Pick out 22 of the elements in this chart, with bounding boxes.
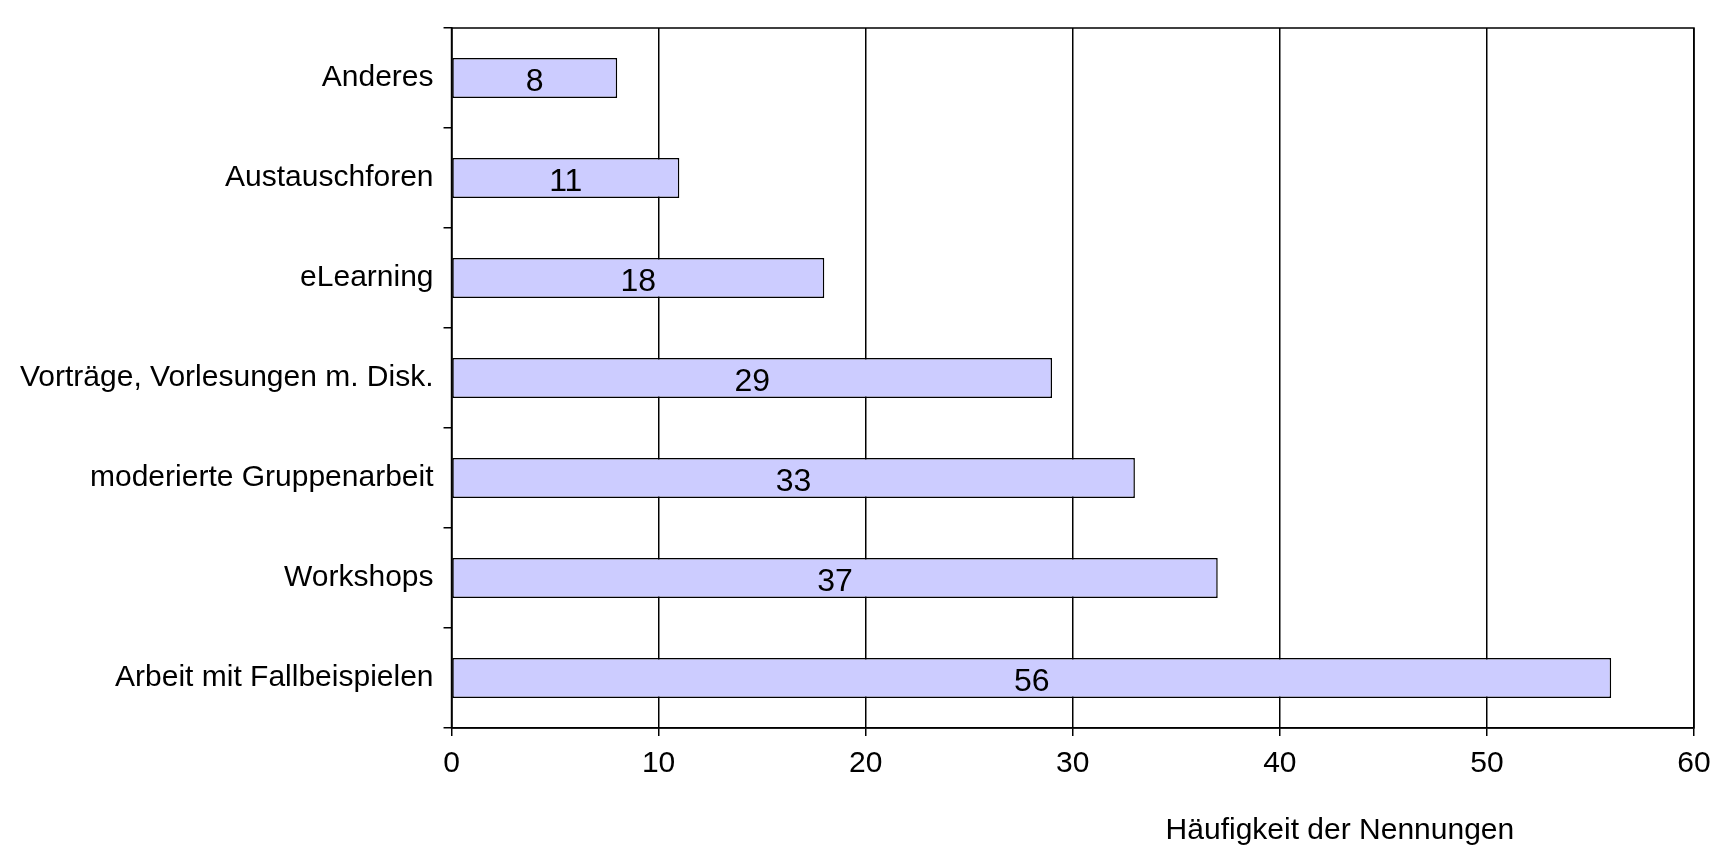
y-tick-label: Workshops <box>284 559 434 593</box>
x-tick-label: 20 <box>849 745 883 779</box>
y-tick-label: eLearning <box>300 259 434 293</box>
data-label: 11 <box>549 161 583 198</box>
data-label: 8 <box>525 61 544 98</box>
x-tick-label: 30 <box>1056 745 1090 779</box>
data-label: 56 <box>1013 661 1050 698</box>
y-tick-label: moderierte Gruppenarbeit <box>90 459 435 493</box>
data-label: 18 <box>620 261 657 298</box>
y-tick-label: Anderes <box>321 59 434 93</box>
data-label: 33 <box>775 461 812 498</box>
x-tick-label: 50 <box>1470 745 1504 779</box>
x-tick-label: 60 <box>1677 745 1711 779</box>
y-tick-label: Vorträge, Vorlesungen m. Disk. <box>19 359 434 393</box>
y-tick-label: Arbeit mit Fallbeispielen <box>115 659 434 693</box>
x-tick-label: 10 <box>641 745 676 779</box>
x-tick-label: 0 <box>443 745 460 779</box>
y-tick-label: Austauschforen <box>225 159 434 193</box>
x-tick-label: 40 <box>1263 745 1297 779</box>
data-label: 37 <box>817 561 853 598</box>
data-label: 29 <box>734 361 770 398</box>
x-axis-title: Häufigkeit der Nennungen <box>1165 812 1515 846</box>
